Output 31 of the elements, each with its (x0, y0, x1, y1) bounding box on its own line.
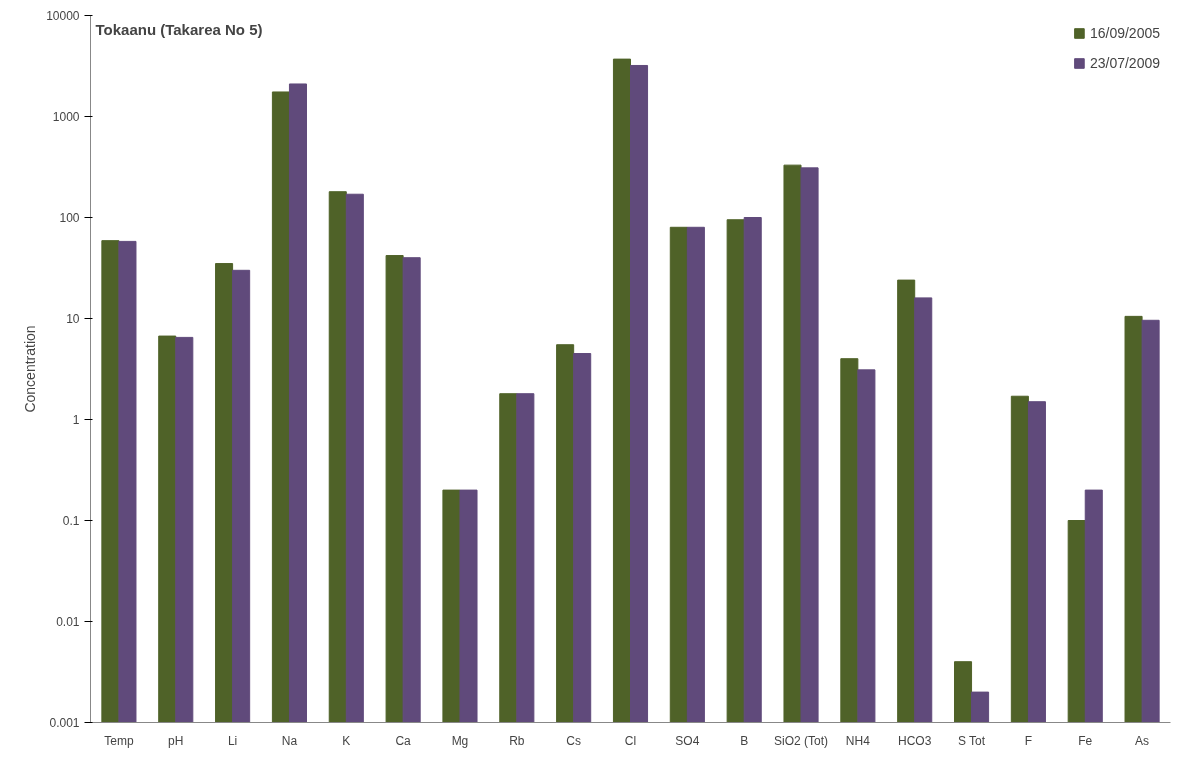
x-tick-label: Ca (395, 733, 412, 748)
x-tick-label: HCO3 (898, 733, 932, 748)
x-tick-label: B (740, 733, 749, 748)
x-tick-label: K (342, 733, 351, 748)
y-axis-title: Concentration (22, 325, 39, 413)
y-tick-label: 1 (72, 413, 80, 427)
x-tick-label: Li (227, 733, 238, 748)
x-tick-label: Rb (509, 733, 525, 748)
x-tick-label: SiO2 (Tot) (774, 733, 829, 748)
x-tick-label: Fe (1078, 733, 1093, 748)
y-tick-label: 0.001 (49, 716, 80, 730)
x-tick-label: As (1135, 733, 1150, 748)
x-tick-label: S Tot (957, 733, 986, 748)
x-tick-label: Cs (566, 733, 581, 748)
x-tick-label: Temp (104, 733, 134, 748)
y-tick-label: 0.1 (62, 514, 80, 528)
y-tick-label: 10 (66, 312, 80, 326)
x-tick-label: Cl (624, 733, 637, 748)
x-tick-label: Na (281, 733, 298, 748)
x-tick-label: pH (168, 733, 184, 748)
x-tick-label: F (1024, 733, 1033, 748)
y-tick-label: 1000 (52, 110, 80, 124)
x-tick-label: SO4 (675, 733, 700, 748)
legend-label: 16/09/2005 (1089, 25, 1160, 41)
chart-title: Tokaanu (Takarea No 5) (95, 20, 263, 38)
legend-label: 23/07/2009 (1089, 55, 1160, 71)
x-tick-label: NH4 (845, 733, 871, 748)
y-tick-label: 0.01 (56, 615, 80, 629)
y-tick-label: 100 (59, 211, 80, 225)
y-tick-label: 10000 (46, 9, 80, 23)
x-tick-label: Mg (451, 733, 469, 748)
